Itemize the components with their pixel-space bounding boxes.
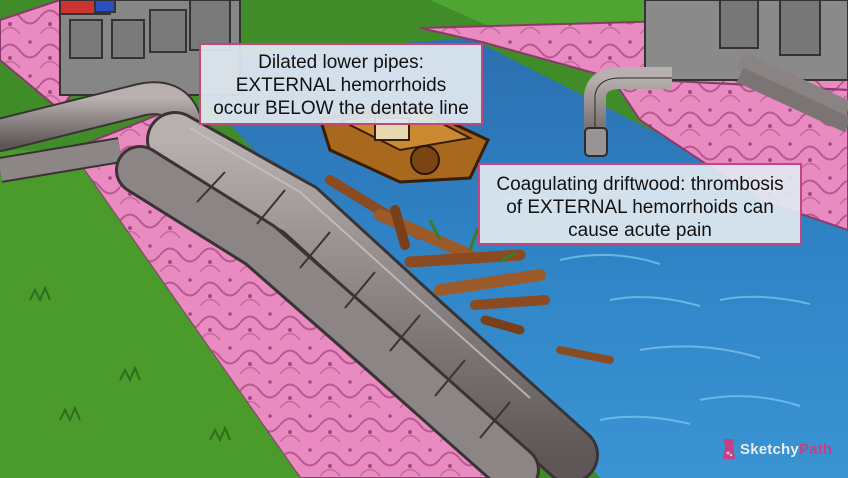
grass-tufts xyxy=(29,285,231,443)
logo-mark-icon xyxy=(723,439,735,459)
grass-lower-left xyxy=(0,150,300,478)
hemorrhoid-pipes xyxy=(0,81,599,478)
callout-pipes-line-3: occur BELOW the dentate line xyxy=(213,98,469,119)
logo-word-path: Path xyxy=(798,440,833,458)
callout-drift-line-1: Coagulating driftwood: thrombosis xyxy=(496,174,784,195)
sketchypath-logo: Sketchy Path xyxy=(722,436,832,462)
right-outlet-pipes xyxy=(584,51,848,157)
callout-dilated-pipes: Dilated lower pipes: EXTERNAL hemorrhoid… xyxy=(199,43,483,125)
callout-drift-line-2: of EXTERNAL hemorrhoids can xyxy=(506,197,774,218)
callout-pipes-line-2: EXTERNAL hemorrhoids xyxy=(235,75,447,96)
driftwood-logs xyxy=(325,175,614,364)
callout-driftwood: Coagulating driftwood: thrombosis of EXT… xyxy=(478,163,802,245)
callout-drift-line-3: cause acute pain xyxy=(568,220,712,241)
callout-pipes-line-1: Dilated lower pipes: xyxy=(258,52,424,73)
logo-word-sketchy: Sketchy xyxy=(740,440,799,458)
